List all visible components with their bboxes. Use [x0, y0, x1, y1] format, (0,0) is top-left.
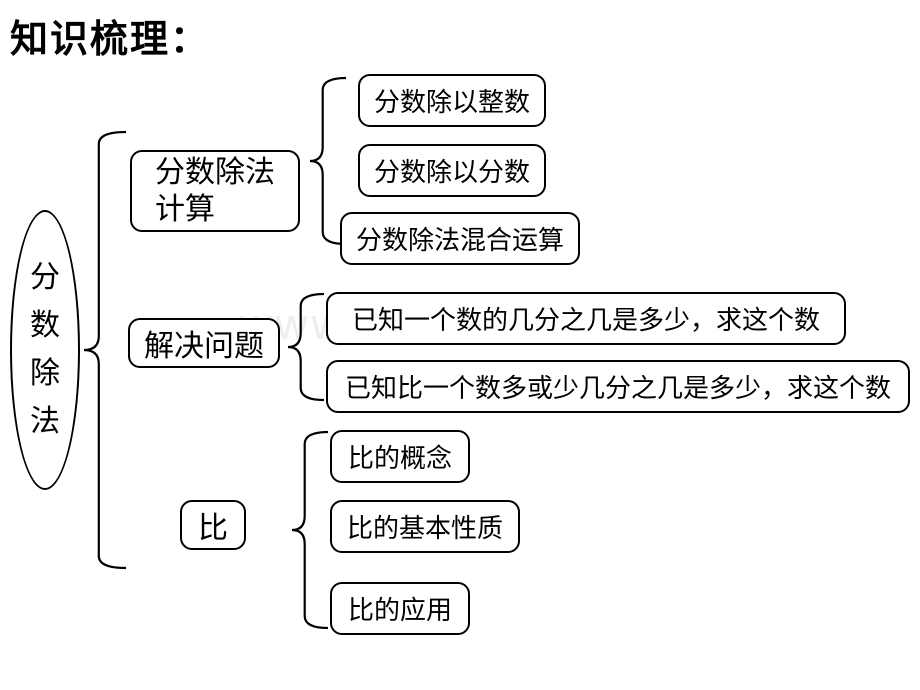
page-title: 知识梳理：	[10, 8, 210, 63]
leaf-calc1: 分数除以整数	[358, 74, 546, 127]
ratio-brace	[290, 430, 332, 630]
leaf-ratio2: 比的基本性质	[330, 500, 520, 553]
leaf-calc3: 分数除法混合运算	[340, 212, 580, 265]
leaf-ratio3: 比的应用	[330, 582, 470, 635]
leaf-solve2: 已知比一个数多或少几分之几是多少，求这个数	[326, 360, 910, 413]
leaf-solve1: 已知一个数的几分之几是多少，求这个数	[326, 292, 846, 345]
branch-calc: 分数除法 计算	[130, 150, 300, 232]
branch-solve: 解决问题	[128, 318, 280, 368]
concept-map: 分数除法 分数除法 计算 分数除以整数 分数除以分数 分数除法混合运算 解决问题…	[10, 70, 910, 680]
solve-brace	[286, 292, 328, 402]
root-brace	[82, 130, 130, 570]
branch-ratio: 比	[180, 500, 246, 550]
leaf-calc2: 分数除以分数	[358, 144, 546, 197]
leaf-ratio1: 比的概念	[330, 430, 470, 483]
root-node: 分数除法	[10, 210, 80, 490]
